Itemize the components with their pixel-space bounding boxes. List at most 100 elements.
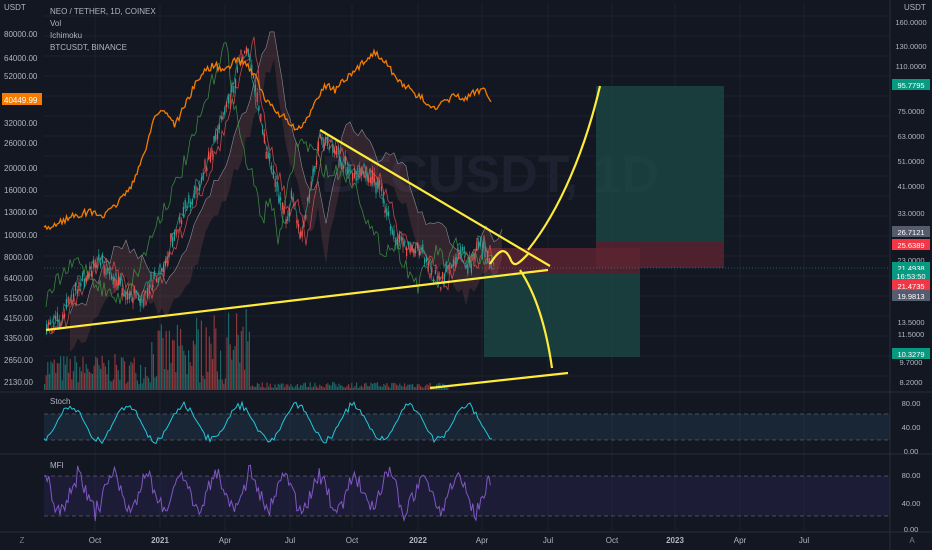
volume-bar [287, 384, 289, 390]
volume-bar [204, 378, 206, 390]
volume-bar [100, 368, 102, 390]
time-axis-tick: Apr [219, 536, 232, 545]
candle-body [98, 254, 100, 261]
volume-bar [330, 385, 332, 390]
volume-bar [208, 336, 210, 390]
volume-bar [66, 356, 68, 390]
volume-bar [197, 329, 199, 390]
candle-body [231, 83, 233, 93]
volume-bar [389, 387, 391, 390]
candle-body [429, 273, 431, 278]
candle-body [137, 296, 139, 300]
candle-body [415, 250, 417, 254]
legend-ichimoku: Ichimoku [50, 31, 82, 40]
candle-body [469, 256, 471, 262]
candle-body [364, 175, 366, 178]
candle-body [366, 172, 368, 180]
volume-bar [168, 330, 170, 390]
candle-body [303, 220, 305, 227]
volume-bar [423, 387, 425, 390]
candle-body [361, 172, 363, 176]
volume-bar [242, 326, 244, 390]
volume-bar [224, 378, 226, 390]
candle-body [191, 199, 193, 205]
volume-bar [376, 382, 378, 390]
mfi-axis-tick: 80.00 [902, 471, 921, 480]
candle-body [73, 293, 75, 298]
candle-body [218, 124, 220, 129]
candle-body [157, 277, 159, 283]
time-axis-tick: Apr [734, 536, 747, 545]
volume-bar [341, 385, 343, 390]
volume-bar [247, 341, 249, 390]
time-axis-tick: Jul [285, 536, 295, 545]
volume-bar [202, 375, 204, 390]
volume-bar [189, 362, 191, 390]
volume-bar [269, 383, 271, 390]
volume-bar [127, 381, 129, 390]
candle-body [116, 279, 118, 286]
candle-body [267, 151, 269, 159]
candle-body [193, 190, 195, 198]
candle-body [150, 273, 152, 282]
left-axis-tick: 52000.00 [4, 72, 38, 81]
volume-bar [106, 374, 108, 390]
price-badge-label: 19.9813 [897, 292, 924, 301]
candle-body [323, 138, 325, 147]
volume-bar [231, 359, 233, 390]
bearish-projection [519, 269, 554, 369]
volume-bar [336, 386, 338, 390]
volume-bar [308, 387, 310, 390]
volume-bar [288, 386, 290, 390]
volume-bar [117, 370, 119, 390]
candle-body [67, 297, 69, 304]
candle-body [312, 168, 314, 178]
candle-body [217, 129, 219, 140]
volume-bar [253, 386, 255, 390]
volume-bar [312, 386, 314, 390]
volume-bar [90, 373, 92, 390]
volume-bar [135, 372, 137, 390]
volume-bar [428, 385, 430, 390]
candle-body [148, 284, 150, 294]
btc-price-badge [2, 93, 42, 105]
volume-bar [146, 376, 148, 390]
candle-body [334, 150, 336, 154]
candle-body [436, 276, 438, 284]
btc-price-label: 40449.99 [4, 96, 38, 105]
candle-body [476, 241, 478, 252]
candle-body [271, 165, 273, 170]
volume-bar [349, 387, 351, 390]
volume-bar [324, 387, 326, 390]
volume-bar [64, 364, 66, 390]
volume-bar [440, 387, 442, 390]
candle-body [424, 258, 426, 264]
volume-bar [130, 361, 132, 390]
volume-bar [370, 382, 372, 390]
price-badge-label: 16:53:50 [896, 272, 925, 281]
candle-body [168, 252, 170, 256]
volume-bar [325, 384, 327, 390]
left-axis-tick: 64000.00 [4, 54, 38, 63]
candle-body [460, 249, 462, 254]
candle-body [263, 133, 265, 143]
candle-body [454, 257, 456, 267]
ichimoku-chikou [45, 41, 495, 308]
btc-overlay-line [43, 48, 492, 231]
volume-bar [360, 385, 362, 390]
candle-body [262, 129, 264, 134]
candle-body [465, 262, 467, 267]
candle-body [310, 181, 312, 189]
volume-bar [103, 362, 105, 390]
volume-bar [125, 383, 127, 390]
candle-body [379, 180, 381, 186]
volume-bar [157, 330, 159, 390]
volume-bar [306, 386, 308, 390]
candle-body [427, 262, 429, 272]
volume-bar [276, 387, 278, 390]
volume-bar [399, 383, 401, 390]
candle-body [141, 298, 143, 303]
candle-body [483, 242, 485, 249]
candle-body [353, 172, 355, 178]
